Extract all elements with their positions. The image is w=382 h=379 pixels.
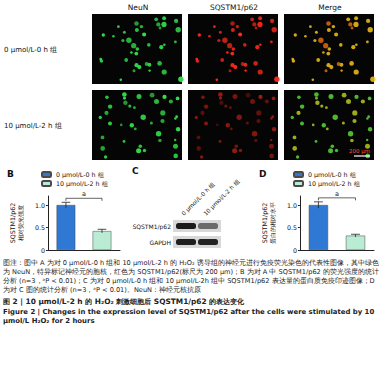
svg-text:a: a (82, 190, 86, 198)
svg-text:NeuN: NeuN (128, 3, 149, 12)
svg-text:1.0: 1.0 (287, 202, 297, 209)
svg-text:10 μmol/L-2 h 组: 10 μmol/L-2 h 组 (56, 180, 108, 188)
svg-text:0: 0 (293, 247, 297, 254)
html-text:图 2 | 10 μmol/L-2 h 的 H₂O₂ 刺激细: 图 2 | 10 μmol/L-2 h 的 H₂O₂ 刺激细胞后 SQSTM1/… (3, 297, 245, 307)
svg-text:SQSTM1/p62: SQSTM1/p62 (133, 223, 172, 231)
svg-text:Merge: Merge (318, 3, 342, 12)
svg-text:GAPDH: GAPDH (149, 239, 171, 246)
svg-text:D: D (259, 169, 266, 179)
svg-text:10 μmol/L-2 h 组: 10 μmol/L-2 h 组 (308, 180, 360, 188)
html-text:图注：图中 A 为对 0 μmol/L-0 h 组和 10: 图注：图中 A 为对 0 μmol/L-0 h 组和 10 μmol/L-2 h… (3, 259, 379, 295)
svg-text:SQSTM1/p62: SQSTM1/p62 (210, 3, 258, 12)
svg-text:C: C (132, 166, 139, 176)
svg-text:相对荧光强度: 相对荧光强度 (17, 205, 24, 241)
svg-text:B: B (7, 169, 14, 179)
svg-text:200 μm: 200 μm (349, 148, 370, 155)
svg-text:蛋白的相对水平: 蛋白的相对水平 (269, 202, 276, 244)
svg-text:SQSTM1/p62: SQSTM1/p62 (261, 203, 269, 243)
svg-text:a: a (335, 190, 339, 198)
svg-text:10 μmol/L-2 h 组: 10 μmol/L-2 h 组 (202, 179, 241, 218)
svg-text:SQSTM1/p62: SQSTM1/p62 (9, 203, 17, 243)
svg-text:0 μmol/L-0 h 组: 0 μmol/L-0 h 组 (180, 181, 216, 217)
svg-text:0.5: 0.5 (287, 224, 297, 231)
svg-text:0 μmol/L-0 h 组: 0 μmol/L-0 h 组 (4, 46, 57, 54)
svg-text:0 μmol/L-0 h 组: 0 μmol/L-0 h 组 (308, 171, 356, 179)
html-text:Figure 2 | Changes in the expr: Figure 2 | Changes in the expression lev… (3, 307, 375, 326)
svg-text:0 μmol/L-0 h 组: 0 μmol/L-0 h 组 (56, 171, 104, 179)
svg-text:0: 0 (41, 247, 45, 254)
svg-text:10 μmol/L-2 h 组: 10 μmol/L-2 h 组 (4, 122, 62, 130)
svg-text:1.0: 1.0 (35, 202, 45, 209)
svg-text:0.5: 0.5 (35, 224, 45, 231)
